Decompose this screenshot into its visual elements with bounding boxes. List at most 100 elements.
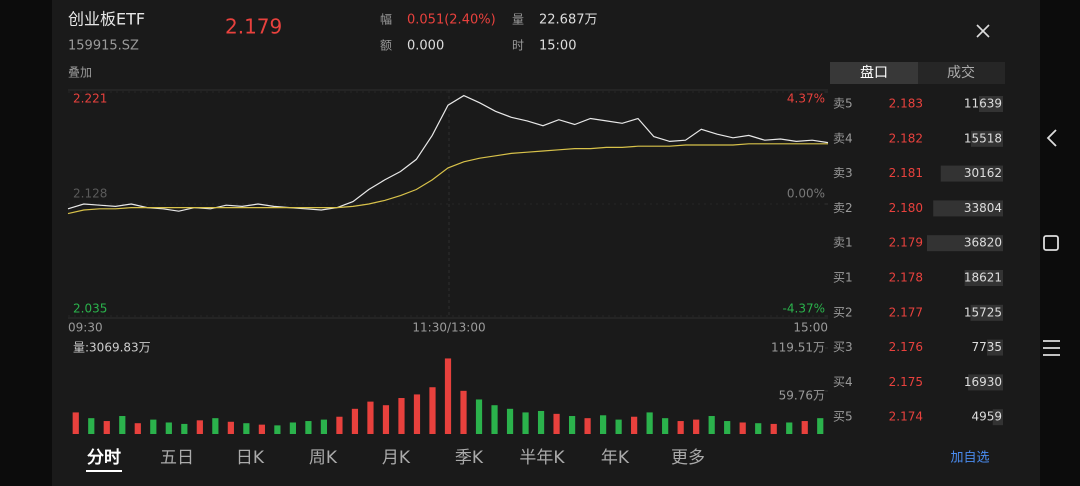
period-tab[interactable]: 分时: [87, 448, 121, 468]
order-tab[interactable]: 盘口: [860, 64, 888, 81]
period-tab[interactable]: 周K: [309, 448, 338, 468]
book-price: 2.177: [889, 305, 923, 319]
volume-bar: [289, 422, 296, 434]
period-tab[interactable]: 半年K: [519, 448, 565, 468]
volume-bar: [693, 419, 700, 434]
volume-bar: [662, 418, 669, 434]
volume-bar: [801, 421, 808, 434]
book-price: 2.182: [889, 131, 923, 145]
add-watchlist[interactable]: 加自选: [950, 451, 989, 466]
order-tab[interactable]: 成交: [947, 64, 975, 81]
depth-bar: [978, 96, 1003, 112]
stat-value: 0.051(2.40%): [407, 13, 496, 28]
period-tab[interactable]: 月K: [382, 448, 411, 468]
depth-bar: [987, 339, 1003, 356]
period-tab[interactable]: 五日: [160, 448, 194, 468]
book-price: 2.174: [889, 410, 923, 424]
book-label: 买1: [833, 271, 853, 285]
depth-bar: [968, 374, 1003, 391]
y-tick-label: 2.221: [73, 92, 107, 106]
volume-bar: [227, 421, 234, 434]
period-tab[interactable]: 更多: [671, 448, 705, 468]
volume-bar: [336, 416, 343, 434]
depth-bar: [992, 409, 1003, 426]
volume-bar: [506, 408, 514, 434]
stock-code: 159915.SZ: [68, 39, 139, 54]
volume-bar: [243, 423, 250, 434]
book-volume: 16930: [964, 375, 1002, 389]
volume-bar: [817, 418, 824, 434]
volume-bar: [600, 415, 607, 434]
book-price: 2.176: [889, 340, 923, 354]
back-icon[interactable]: [1046, 129, 1057, 147]
stat-label: 时: [512, 39, 524, 53]
x-tick-label: 15:00: [793, 321, 828, 335]
depth-bar: [927, 235, 1003, 252]
volume-bar: [367, 401, 374, 434]
volume-bar: [196, 420, 203, 434]
period-tab[interactable]: 季K: [455, 448, 484, 468]
volume-bar: [755, 423, 762, 434]
volume-bar: [522, 412, 529, 434]
book-label: 买2: [833, 305, 853, 319]
book-volume: 15725: [964, 305, 1002, 319]
volume-bar: [305, 421, 312, 434]
volume-bar: [568, 416, 576, 434]
tab-selected-bg: [830, 62, 918, 84]
book-price: 2.179: [889, 236, 923, 250]
depth-bar: [970, 130, 1003, 147]
volume-bar: [382, 405, 390, 434]
depth-bar: [940, 165, 1003, 182]
volume-bar: [491, 405, 498, 434]
x-tick-label: 11:30/13:00: [412, 321, 485, 335]
volume-bar: [724, 421, 731, 434]
volume-title: 量:3069.83万: [73, 341, 151, 355]
home-icon[interactable]: [1043, 235, 1059, 251]
volume-bar: [212, 418, 219, 434]
book-label: 买5: [833, 410, 853, 424]
volume-bar: [786, 422, 793, 434]
volume-bar: [537, 410, 545, 434]
y-tick-label: 2.035: [73, 302, 107, 316]
overlay[interactable]: 叠加: [68, 66, 92, 80]
book-volume: 7735: [971, 340, 1002, 354]
menu-icon[interactable]: [1043, 340, 1060, 356]
volume-bar: [584, 418, 591, 434]
volume-bar: [181, 423, 188, 434]
close-icon[interactable]: [976, 24, 990, 38]
book-price: 2.181: [889, 166, 923, 180]
volume-bar: [258, 424, 265, 434]
book-label: 卖2: [833, 201, 853, 215]
book-label: 买4: [833, 375, 853, 389]
volume-bar: [119, 416, 126, 434]
y-tick-label: 119.51万: [771, 341, 825, 355]
volume-bar: [429, 387, 436, 434]
volume-bar: [708, 416, 715, 434]
volume-bar: [150, 419, 157, 434]
volume-bar: [677, 421, 684, 434]
volume-bar: [553, 413, 560, 434]
last-price: 2.179: [225, 15, 282, 39]
book-label: 卖3: [833, 166, 853, 180]
y2-tick-label: 4.37%: [787, 92, 825, 106]
stat-value: 0.000: [407, 39, 444, 54]
book-label: 卖1: [833, 236, 853, 250]
book-volume: 18621: [964, 271, 1002, 285]
book-volume: 11639: [964, 97, 1002, 111]
stat-label: 幅: [380, 12, 392, 27]
volume-bar: [631, 416, 638, 434]
depth-bar: [970, 304, 1003, 321]
volume-bar: [460, 390, 467, 434]
book-label: 卖4: [833, 131, 853, 145]
book-volume: 36820: [964, 236, 1002, 250]
depth-bar: [964, 270, 1003, 286]
volume-bar: [165, 422, 172, 434]
period-tab[interactable]: 年K: [601, 448, 630, 468]
y2-tick-label: 0.00%: [787, 187, 825, 201]
book-volume: 30162: [964, 166, 1002, 180]
volume-bar: [615, 419, 622, 434]
y-tick-label: 59.76万: [779, 389, 825, 403]
period-tab[interactable]: 日K: [236, 448, 265, 468]
volume-bar: [770, 423, 777, 434]
